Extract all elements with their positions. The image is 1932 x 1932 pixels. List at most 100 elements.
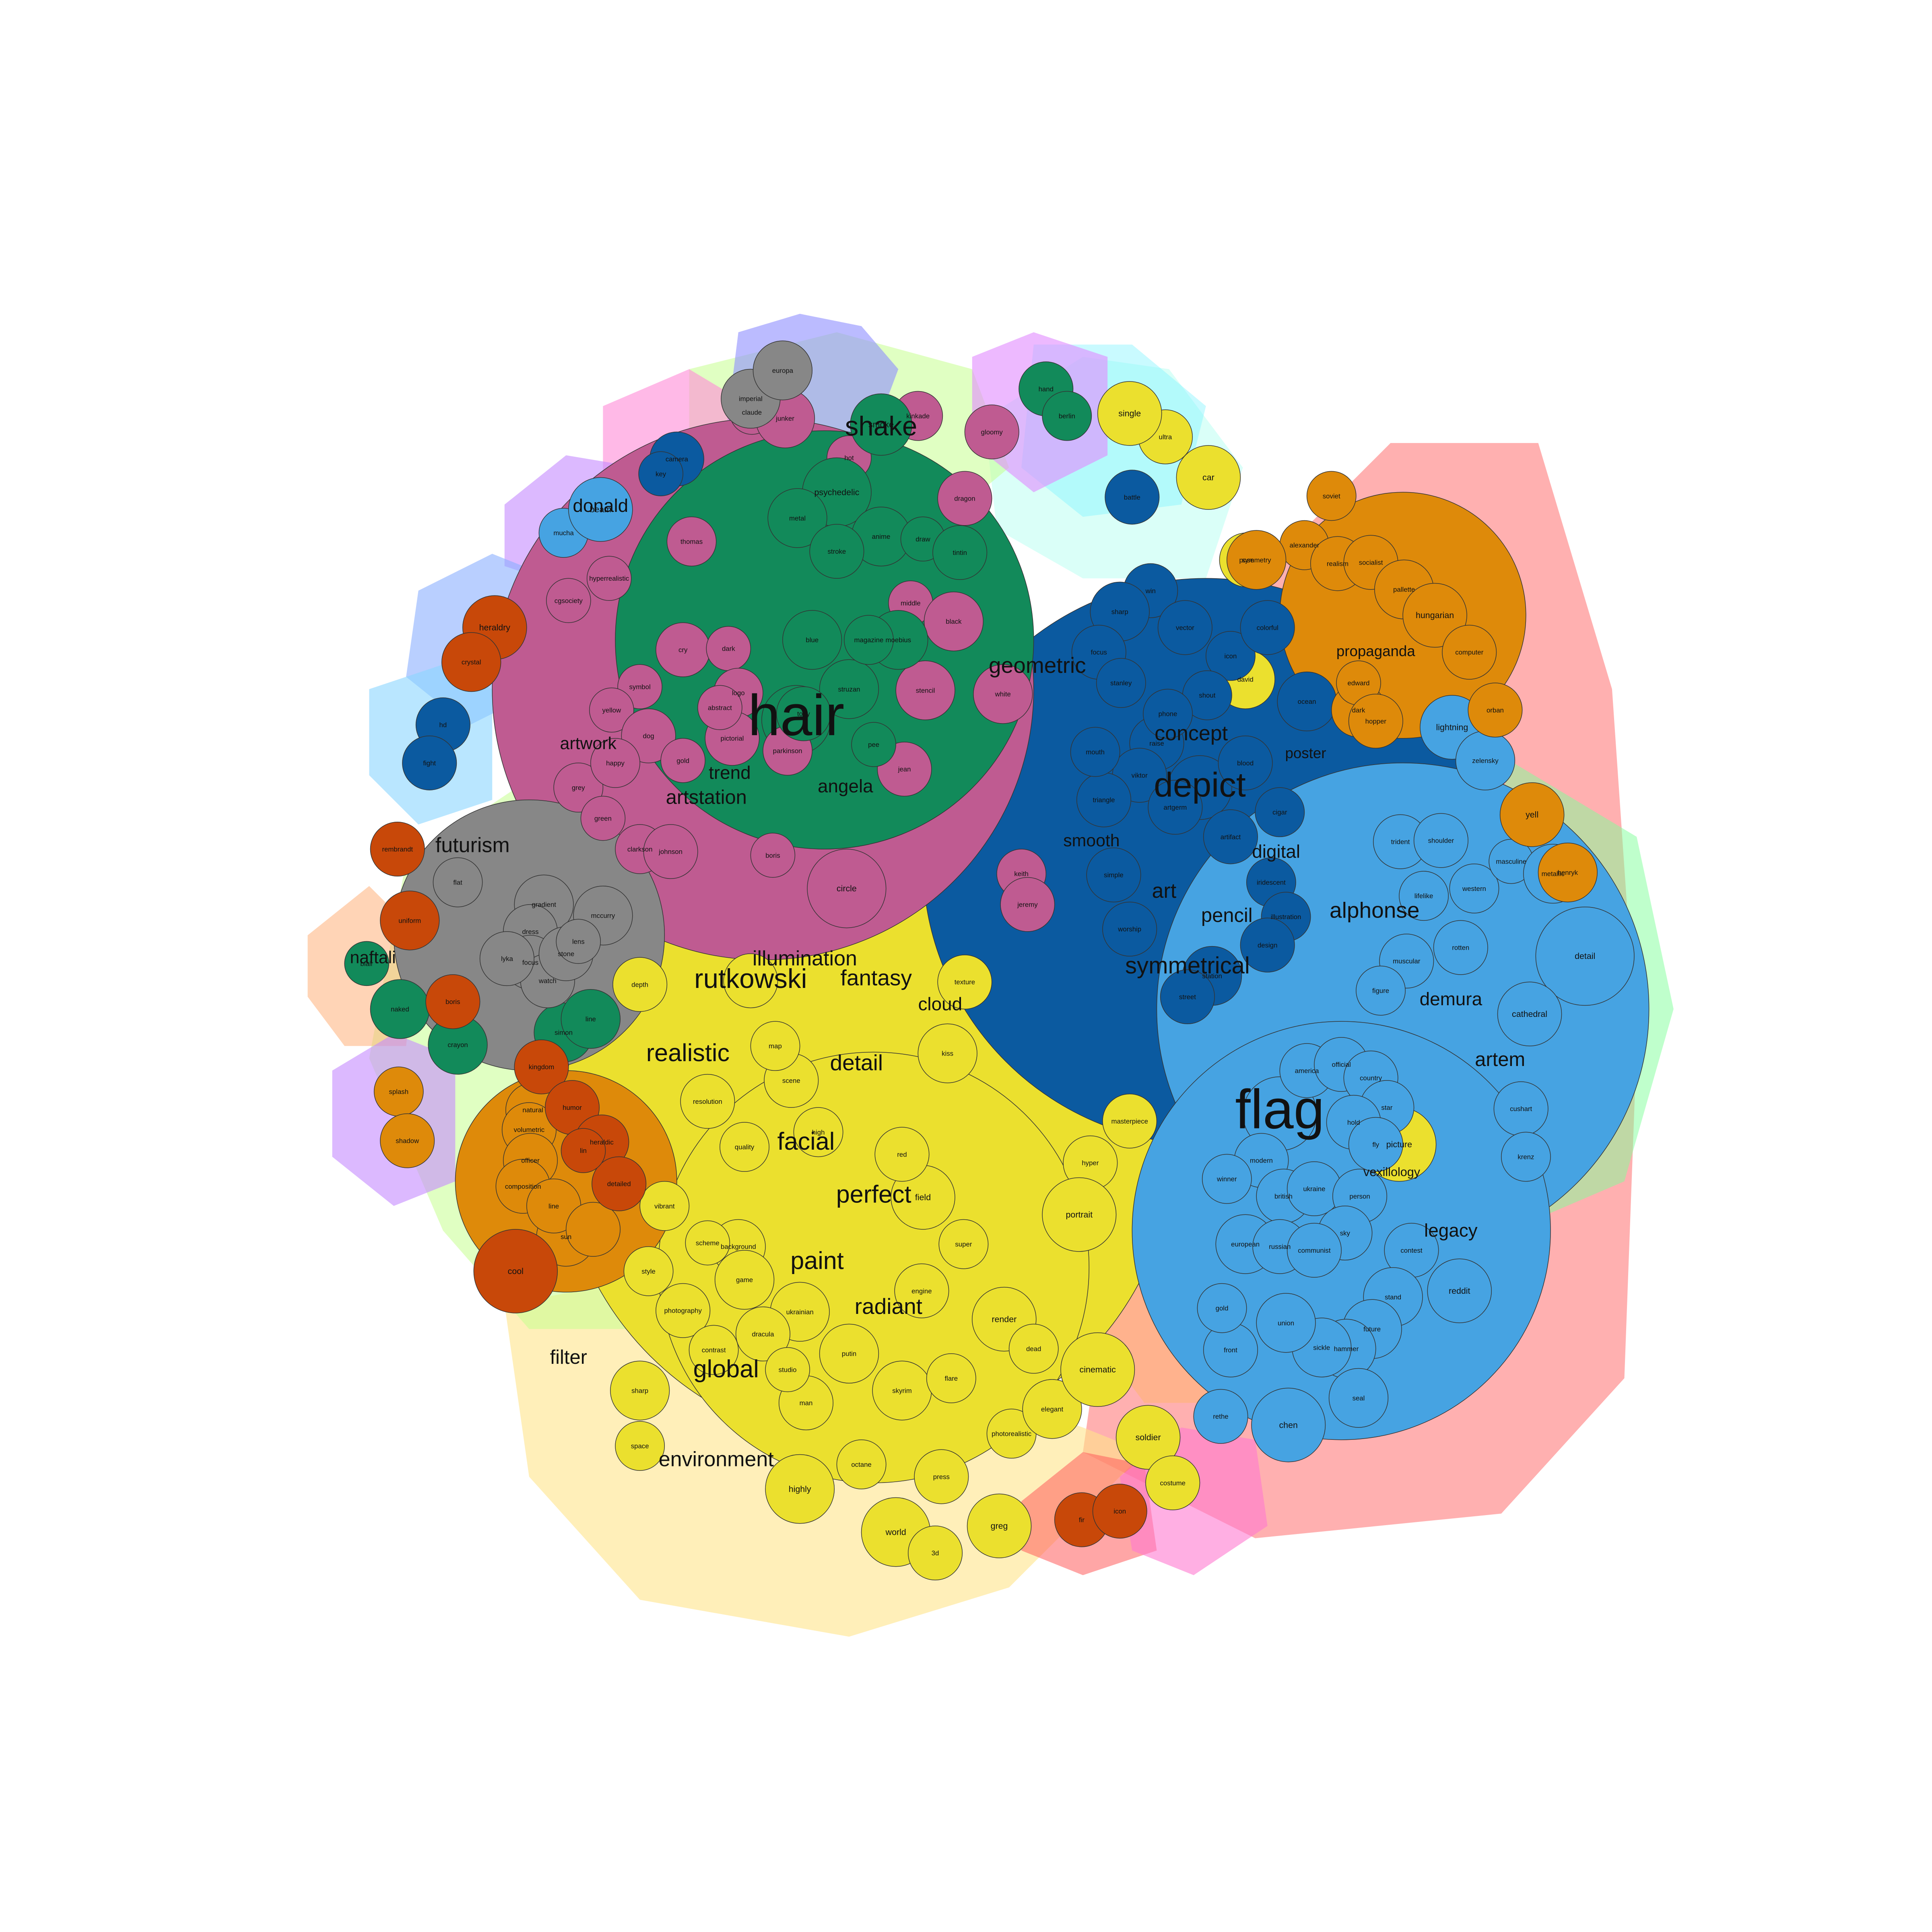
- node-label-dark: dark: [722, 645, 735, 653]
- node-label-camera: camera: [666, 456, 689, 463]
- node-label-hyperrealistic: hyperrealistic: [589, 575, 629, 582]
- bubble-rust-4: [380, 891, 440, 951]
- bubble-yellow-47: [765, 1347, 810, 1392]
- bubble-navy-11: [1148, 779, 1203, 835]
- bubble-green-5: [851, 722, 896, 767]
- node-label-viktor: viktor: [1132, 771, 1148, 779]
- node-label-russian: russian: [1269, 1243, 1291, 1251]
- node-label-boris: boris: [765, 852, 780, 859]
- node-label-field: field: [915, 1193, 931, 1202]
- bubble-orange-6: [1402, 583, 1467, 648]
- node-label-european: european: [1231, 1241, 1260, 1248]
- node-label-mucha: mucha: [553, 529, 574, 537]
- node-label-winner: winner: [1217, 1175, 1237, 1183]
- node-label-artem: artem: [1475, 1049, 1525, 1070]
- node-label-cigar: cigar: [1272, 808, 1287, 816]
- node-label-smoke: smoke: [868, 420, 894, 429]
- node-label-hyper: hyper: [1082, 1159, 1099, 1167]
- node-label-lens: lens: [572, 938, 585, 945]
- node-label-filter: filter: [550, 1346, 587, 1368]
- bubble-blue-23: [1202, 1154, 1252, 1204]
- node-label-geometric: geometric: [989, 653, 1086, 678]
- node-label-contest: contest: [1400, 1247, 1422, 1254]
- node-label-dracula: dracula: [752, 1330, 774, 1338]
- bubble-blue-6: [1449, 863, 1499, 913]
- bubble-yellow-13: [1060, 1332, 1135, 1407]
- node-label-front: front: [1224, 1346, 1237, 1354]
- bubble-green-20: [776, 686, 831, 741]
- bubble-yellow-46: [894, 1263, 949, 1318]
- bubble-pink-1: [546, 578, 591, 623]
- node-label-masterpiece: masterpiece: [1111, 1118, 1148, 1125]
- node-label-style: style: [641, 1268, 656, 1275]
- bubble-blue-9: [1356, 965, 1406, 1016]
- node-label-fly: fly: [1372, 1141, 1379, 1148]
- node-label-pose: pose: [1239, 556, 1254, 564]
- bubble-yellow-17: [1176, 445, 1241, 510]
- node-label-rotten: rotten: [1452, 944, 1469, 952]
- node-label-heraldic: heraldic: [590, 1138, 614, 1146]
- node-label-black: black: [946, 618, 962, 625]
- node-label-star: star: [1381, 1104, 1392, 1111]
- bubble-rust-13: [561, 1128, 606, 1173]
- bubble-blue-39: [1197, 1283, 1247, 1333]
- node-label-clarkson: clarkson: [627, 845, 653, 853]
- bubble-rust-10: [473, 1229, 558, 1313]
- node-label-symmetrical: symmetrical: [1125, 953, 1250, 979]
- bubble-yellow-43: [819, 1324, 879, 1384]
- node-label-concept: concept: [1155, 722, 1228, 745]
- bubble-yellow-31: [623, 1246, 674, 1296]
- node-label-pencil: pencil: [1201, 905, 1253, 926]
- bubble-gray-9: [479, 931, 534, 986]
- node-label-hand: hand: [1039, 385, 1054, 393]
- bubble-blue-5: [1399, 871, 1449, 921]
- bubble-layer: [344, 340, 1650, 1581]
- node-label-country: country: [1360, 1074, 1382, 1082]
- node-label-resolution: resolution: [693, 1098, 722, 1105]
- node-label-map: map: [769, 1042, 782, 1050]
- node-label-greg: greg: [991, 1521, 1008, 1531]
- node-label-muscular: muscular: [1393, 957, 1421, 965]
- node-label-alphonse: alphonse: [1330, 897, 1419, 922]
- node-label-middle: middle: [901, 599, 920, 607]
- node-label-engine: engine: [911, 1287, 932, 1295]
- node-label-render: render: [992, 1314, 1017, 1324]
- node-label-elegant: elegant: [1041, 1405, 1063, 1413]
- bubble-green-4: [819, 659, 879, 719]
- node-label-officer: officer: [521, 1157, 540, 1165]
- bubble-blue-37: [1256, 1293, 1316, 1353]
- node-label-white: white: [995, 691, 1011, 698]
- bubble-yellow-29: [735, 1306, 790, 1361]
- node-label-illumination: illumination: [753, 947, 857, 970]
- bubble-rust-5: [425, 974, 480, 1029]
- node-label-rethe: rethe: [1213, 1413, 1228, 1421]
- bubble-yellow-2: [656, 1283, 711, 1338]
- bubble-blue-21: [1348, 1117, 1403, 1172]
- node-label-kinkade: kinkade: [906, 412, 930, 420]
- bubble-yellow-23: [1102, 1093, 1157, 1148]
- bubble-yellow-45: [926, 1353, 976, 1403]
- node-label-america: america: [1295, 1067, 1319, 1074]
- node-label-lightning: lightning: [1436, 722, 1468, 732]
- bubble-pink-30: [937, 471, 992, 526]
- node-label-gold: gold: [676, 757, 689, 765]
- node-label-blood: blood: [1237, 759, 1254, 767]
- node-label-smooth: smooth: [1063, 831, 1120, 850]
- node-label-future: future: [1363, 1326, 1381, 1333]
- bubble-pink-33: [590, 738, 640, 788]
- node-label-cathedral: cathedral: [1512, 1009, 1547, 1019]
- node-label-zelensky: zelensky: [1472, 757, 1499, 765]
- bubble-green-19: [344, 941, 390, 986]
- node-label-stone: stone: [558, 950, 574, 958]
- node-label-win: win: [1145, 587, 1156, 595]
- bubble-yellow-38: [750, 1021, 800, 1071]
- bubble-blue-2: [568, 477, 633, 542]
- node-label-pictorial: pictorial: [721, 735, 744, 742]
- bubble-orange-9: [1499, 782, 1565, 847]
- node-label-trend: trend: [709, 762, 751, 783]
- bubble-yellow-6: [836, 1439, 887, 1489]
- bubble-pink-29: [964, 404, 1019, 460]
- node-label-depict: depict: [1154, 766, 1246, 804]
- node-label-focus: focus: [522, 959, 538, 966]
- bubble-yellow-39: [680, 1074, 735, 1129]
